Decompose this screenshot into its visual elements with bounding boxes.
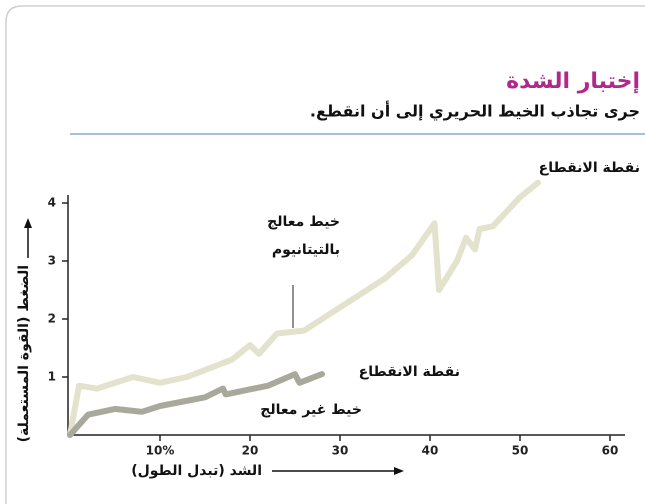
y-tick-label: 2 [48,312,56,326]
y-tick-label: 4 [48,196,56,210]
y-tick-label: 3 [48,254,56,268]
x-tick-label: 20 [242,444,259,458]
annotation: خيط غير معالج [260,402,362,418]
y-axis-label: الضغط (القوة المستعملة) [16,265,32,442]
x-tick-label: 60 [602,444,619,458]
y-arrow-head [24,218,32,228]
x-tick-label: 40 [422,444,439,458]
series-line [67,371,325,438]
annotation: نقطة الانقطاع [539,160,640,176]
chart-title: إختبار الشدة [506,69,640,94]
annotation: بالتيتانيوم [272,242,340,258]
x-tick-label: 50 [512,444,529,458]
x-axis-label: الشد (تبدل الطول) [131,463,262,479]
x-tick-label: 10% [146,444,175,458]
series-line [67,179,541,438]
x-arrow-head [394,467,404,475]
annotation: نقطة الانقطاع [359,364,460,380]
chart-subtitle: جرى تجاذب الخيط الحريري إلى أن انقطع. [310,101,640,122]
frame [5,5,645,504]
y-tick-label: 1 [48,370,56,384]
x-tick-label: 30 [332,444,349,458]
annotation: خيط معالج [267,214,340,230]
